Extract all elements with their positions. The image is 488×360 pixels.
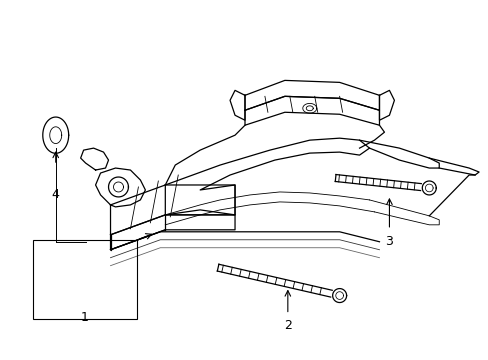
Bar [33, 240, 137, 319]
Text: 4: 4 [52, 188, 60, 202]
Text: 1: 1 [81, 311, 88, 324]
Text: 2: 2 [284, 319, 291, 332]
Text: 3: 3 [385, 235, 392, 248]
